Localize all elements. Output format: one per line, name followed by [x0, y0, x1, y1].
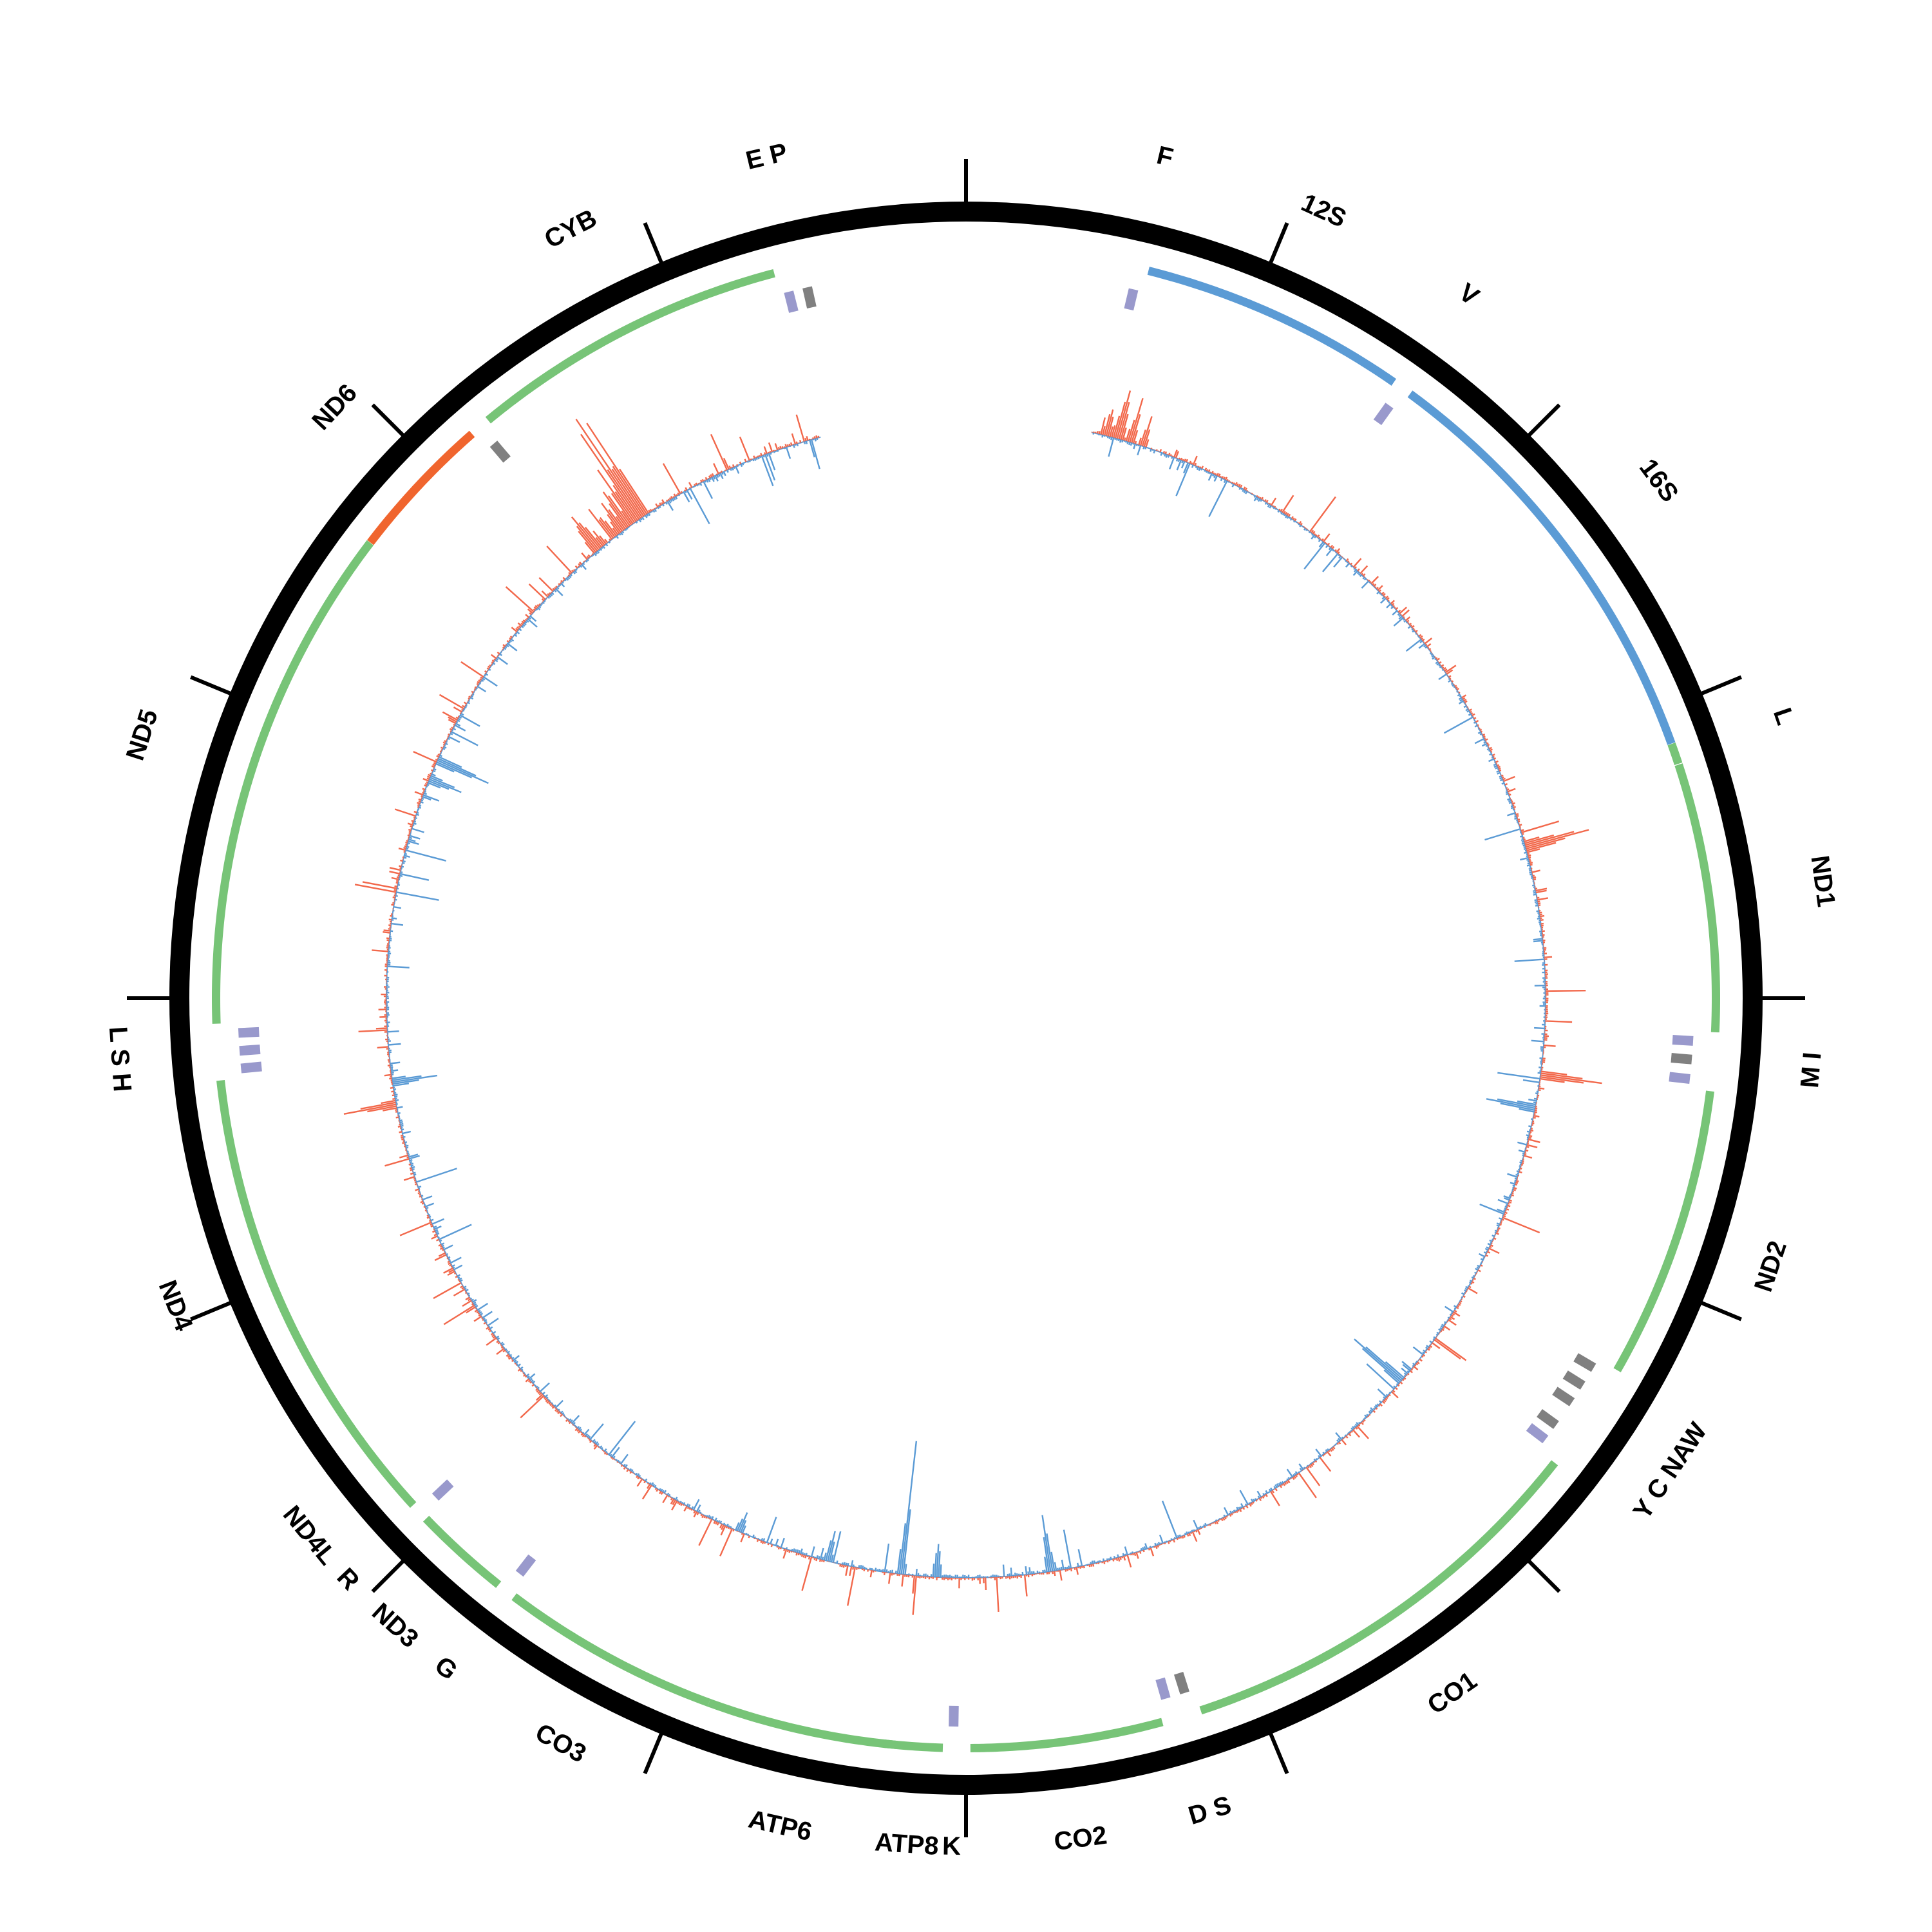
svg-text:M I: M I	[1795, 1051, 1827, 1089]
svg-text:L S H: L S H	[104, 1025, 137, 1092]
svg-text:K: K	[942, 1832, 961, 1861]
svg-text:ATP8: ATP8	[874, 1828, 940, 1861]
